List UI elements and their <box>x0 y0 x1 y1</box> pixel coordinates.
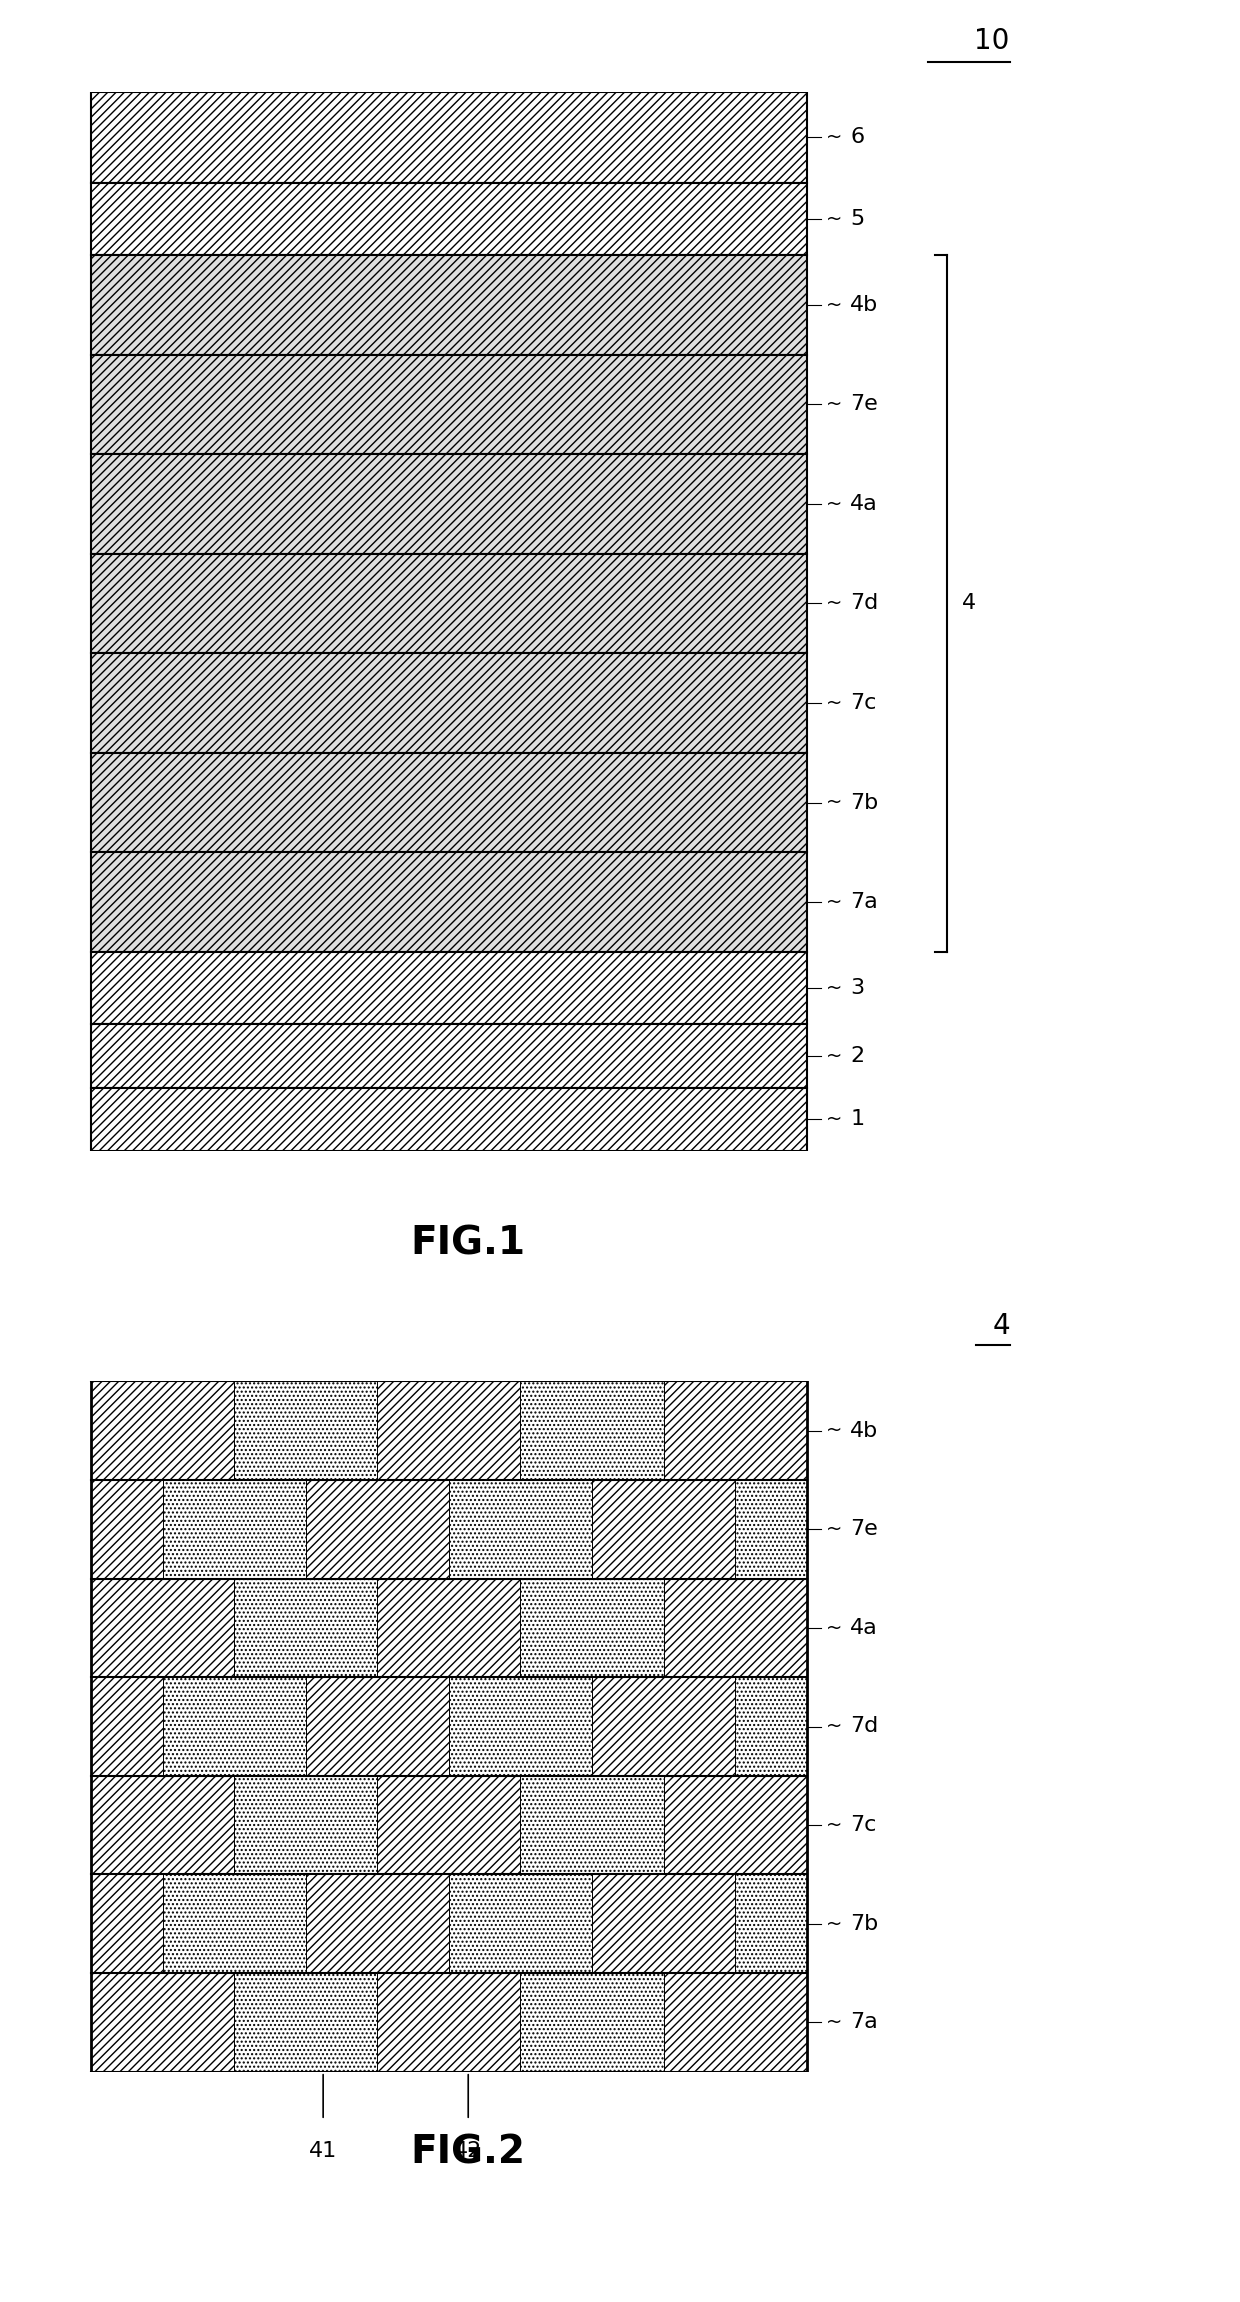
Bar <box>591 1874 735 1973</box>
Bar <box>449 1480 591 1579</box>
Text: ~: ~ <box>826 1618 842 1637</box>
Bar <box>91 182 807 256</box>
Text: ~: ~ <box>826 794 842 813</box>
Text: ~: ~ <box>826 2012 842 2033</box>
Bar <box>91 1024 807 1087</box>
Bar <box>234 1973 377 2072</box>
Text: 41: 41 <box>309 2141 337 2162</box>
Text: 4a: 4a <box>851 1618 878 1637</box>
Text: 6: 6 <box>851 127 864 147</box>
Text: ~: ~ <box>826 129 842 147</box>
Text: 4b: 4b <box>851 1420 878 1441</box>
Bar <box>449 1874 591 1973</box>
Bar <box>663 1775 807 1874</box>
Text: 7c: 7c <box>851 693 877 714</box>
Bar <box>162 1480 306 1579</box>
Text: 4: 4 <box>992 1312 1009 1340</box>
Text: ~: ~ <box>826 1110 842 1128</box>
Bar <box>162 1874 306 1973</box>
Text: 42: 42 <box>454 2141 482 2162</box>
Text: 7e: 7e <box>851 1519 878 1540</box>
Bar <box>377 1381 521 1480</box>
Bar <box>91 1381 234 1480</box>
Bar <box>91 852 807 953</box>
Text: 4a: 4a <box>851 495 878 513</box>
Bar <box>591 1480 735 1579</box>
Text: ~: ~ <box>826 295 842 315</box>
Text: 1: 1 <box>851 1110 864 1130</box>
Text: 10: 10 <box>975 28 1009 55</box>
Text: 3: 3 <box>851 978 864 999</box>
Bar <box>521 1775 663 1874</box>
Text: 4: 4 <box>961 594 976 612</box>
Bar <box>91 1087 807 1151</box>
Text: 7e: 7e <box>851 394 878 414</box>
Bar <box>735 1678 807 1775</box>
Text: 7a: 7a <box>851 893 878 912</box>
Bar <box>521 1973 663 2072</box>
Bar <box>162 1678 306 1775</box>
Text: 7c: 7c <box>851 1816 877 1835</box>
Text: ~: ~ <box>826 893 842 912</box>
Text: 7b: 7b <box>851 792 878 813</box>
Bar <box>91 453 807 555</box>
Bar <box>663 1973 807 2072</box>
Text: 4b: 4b <box>851 295 878 315</box>
Bar <box>91 355 807 453</box>
Bar <box>91 953 807 1024</box>
Bar <box>306 1678 449 1775</box>
Text: ~: ~ <box>826 978 842 997</box>
Text: ~: ~ <box>826 1420 842 1441</box>
Bar <box>91 1480 162 1579</box>
Bar <box>735 1874 807 1973</box>
Text: ~: ~ <box>826 1816 842 1835</box>
Text: ~: ~ <box>826 1915 842 1934</box>
Bar <box>306 1874 449 1973</box>
Text: ~: ~ <box>826 1519 842 1538</box>
Bar <box>377 1579 521 1678</box>
Bar <box>449 1678 591 1775</box>
Bar <box>234 1381 377 1480</box>
Text: ~: ~ <box>826 594 842 612</box>
Text: ~: ~ <box>826 693 842 714</box>
Bar <box>91 1874 162 1973</box>
Bar <box>234 1775 377 1874</box>
Text: ~: ~ <box>826 396 842 414</box>
Bar <box>91 1973 234 2072</box>
Bar <box>521 1381 663 1480</box>
Bar <box>91 1678 162 1775</box>
Bar <box>377 1775 521 1874</box>
Bar <box>663 1579 807 1678</box>
Bar <box>91 1775 234 1874</box>
Bar <box>91 1579 234 1678</box>
Bar <box>234 1579 377 1678</box>
Bar <box>663 1381 807 1480</box>
Text: ~: ~ <box>826 1047 842 1066</box>
Bar <box>521 1579 663 1678</box>
Bar <box>91 256 807 355</box>
Text: FIG.2: FIG.2 <box>410 2134 526 2171</box>
Text: 7d: 7d <box>851 1717 878 1736</box>
Bar <box>91 92 807 182</box>
Text: 2: 2 <box>851 1045 864 1066</box>
Bar <box>91 753 807 852</box>
Text: 5: 5 <box>851 209 864 228</box>
Bar <box>377 1973 521 2072</box>
Bar <box>91 654 807 753</box>
Bar <box>591 1678 735 1775</box>
Text: ~: ~ <box>826 495 842 513</box>
Text: ~: ~ <box>826 209 842 228</box>
Bar <box>91 555 807 654</box>
Text: 7d: 7d <box>851 594 878 612</box>
Text: ~: ~ <box>826 1717 842 1736</box>
Text: 7b: 7b <box>851 1913 878 1934</box>
Bar <box>306 1480 449 1579</box>
Text: FIG.1: FIG.1 <box>410 1225 526 1261</box>
Bar <box>735 1480 807 1579</box>
Text: 7a: 7a <box>851 2012 878 2033</box>
